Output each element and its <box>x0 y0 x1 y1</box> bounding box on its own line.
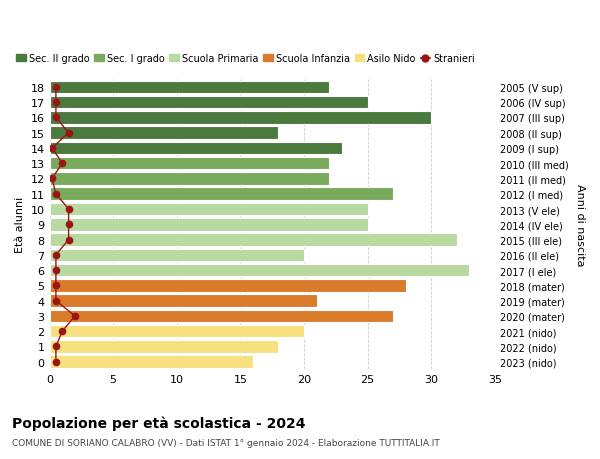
Y-axis label: Età alunni: Età alunni <box>15 197 25 253</box>
Bar <box>50 112 431 124</box>
Bar <box>50 264 469 277</box>
Bar <box>50 249 304 262</box>
Bar <box>50 127 278 140</box>
Bar <box>50 173 329 185</box>
Bar <box>50 157 329 170</box>
Bar <box>50 142 342 155</box>
Bar <box>50 203 368 216</box>
Bar <box>50 356 253 368</box>
Legend: Sec. II grado, Sec. I grado, Scuola Primaria, Scuola Infanzia, Asilo Nido, Stran: Sec. II grado, Sec. I grado, Scuola Prim… <box>12 50 479 68</box>
Bar <box>50 310 393 323</box>
Bar <box>50 234 457 246</box>
Bar <box>50 341 278 353</box>
Bar <box>50 188 393 201</box>
Text: COMUNE DI SORIANO CALABRO (VV) - Dati ISTAT 1° gennaio 2024 - Elaborazione TUTTI: COMUNE DI SORIANO CALABRO (VV) - Dati IS… <box>12 438 440 448</box>
Bar <box>50 280 406 292</box>
Bar <box>50 218 368 231</box>
Bar <box>50 295 317 307</box>
Bar <box>50 325 304 338</box>
Y-axis label: Anni di nascita: Anni di nascita <box>575 184 585 266</box>
Bar <box>50 97 368 109</box>
Text: Popolazione per età scolastica - 2024: Popolazione per età scolastica - 2024 <box>12 415 305 430</box>
Bar <box>50 81 329 94</box>
